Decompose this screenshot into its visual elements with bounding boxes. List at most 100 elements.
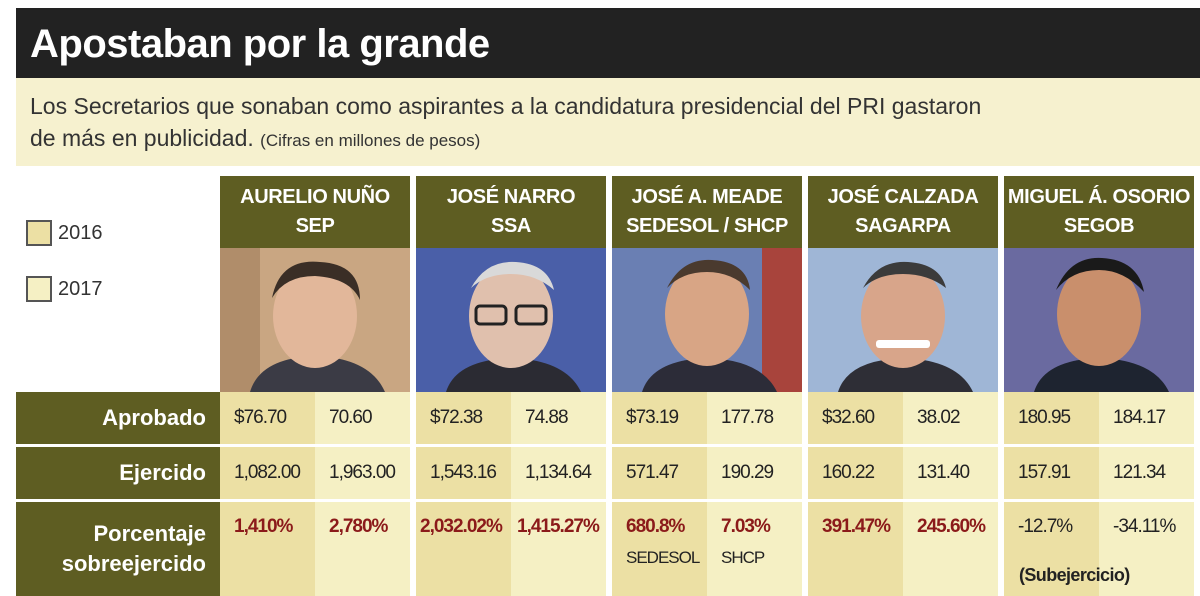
cell-value: $73.19	[612, 392, 707, 444]
legend-item-2016: 2016	[26, 216, 216, 250]
row-label: Aprobado	[16, 392, 220, 444]
legend-label-2017: 2017	[58, 277, 103, 300]
cell-value: $72.38	[416, 392, 511, 444]
cell-value: 121.34	[1099, 447, 1194, 499]
cell-value: $32.60	[808, 392, 903, 444]
person-header: MIGUEL Á. OSORIO SEGOB	[1004, 176, 1194, 248]
person-nuno: AURELIO NUÑO SEP	[220, 176, 410, 416]
person-office: SEP	[295, 215, 335, 237]
subejercicio-note: (Subejercicio)	[1019, 565, 1130, 585]
row-aprobado: Aprobado $76.70 70.60 $72.38 74.88 $73.1…	[16, 392, 1200, 444]
column-gap	[802, 392, 808, 444]
column-gap	[998, 447, 1004, 499]
cell-value: -34.11%	[1099, 502, 1194, 596]
cell-value: 680.8% SEDESOL	[612, 502, 707, 596]
person-osorio: MIGUEL Á. OSORIO SEGOB	[1004, 176, 1194, 416]
column-gap	[410, 392, 416, 444]
cell-value: 245.60%	[903, 502, 998, 596]
row-ejercido: Ejercido 1,082.00 1,963.00 1,543.16 1,13…	[16, 447, 1200, 499]
cell-value: 160.22	[808, 447, 903, 499]
cell-value: $76.70	[220, 392, 315, 444]
cell-value: 74.88	[511, 392, 606, 444]
legend-label-2016: 2016	[58, 221, 103, 244]
person-name: JOSÉ CALZADA	[827, 186, 979, 208]
cell-value: 38.02	[903, 392, 998, 444]
cell-value: 184.17	[1099, 392, 1194, 444]
ministry-sublabel: SEDESOL	[626, 548, 700, 567]
row-label: Porcentaje sobreejercido	[16, 502, 220, 596]
portrait-photo	[416, 248, 606, 392]
person-name: AURELIO NUÑO	[240, 186, 390, 208]
cell-value: 7.03% SHCP	[707, 502, 802, 596]
percent-value: 680.8%	[626, 516, 685, 537]
headline: Apostaban por la grande	[16, 8, 1200, 78]
cell-value: 157.91	[1004, 447, 1099, 499]
percent-value: 1,410%	[234, 516, 293, 537]
cell-value: 180.95	[1004, 392, 1099, 444]
cell-value: 391.47%	[808, 502, 903, 596]
officials-header: AURELIO NUÑO SEP JOSÉ NARRO SSA	[220, 176, 1200, 416]
column-gap	[410, 447, 416, 499]
portrait-photo	[220, 248, 410, 392]
column-gap	[802, 447, 808, 499]
person-meade: JOSÉ A. MEADE SEDESOL / SHCP	[612, 176, 802, 416]
intro-line-2-wrap: de más en publicidad. (Cifras en millone…	[30, 122, 1200, 157]
cell-value: 190.29	[707, 447, 802, 499]
percent-value: -34.11%	[1113, 516, 1176, 537]
intro-line-2: de más en publicidad.	[30, 125, 254, 151]
column-gap	[998, 392, 1004, 444]
cell-value: 1,415.27%	[511, 502, 606, 596]
cell-value: 1,410%	[220, 502, 315, 596]
cell-value: 177.78	[707, 392, 802, 444]
column-gap	[606, 392, 612, 444]
cell-value: 2,032.02%	[416, 502, 511, 596]
column-gap	[998, 502, 1004, 596]
portrait-photo	[1004, 248, 1194, 392]
column-gap	[802, 502, 808, 596]
figures-grid: Aprobado $76.70 70.60 $72.38 74.88 $73.1…	[16, 392, 1200, 596]
row-label-line-2: sobreejercido	[61, 551, 206, 576]
person-office: SSA	[491, 215, 531, 237]
person-header: AURELIO NUÑO SEP	[220, 176, 410, 248]
column-gap	[410, 502, 416, 596]
ministry-sublabel: SHCP	[721, 548, 765, 567]
portrait-photo	[808, 248, 998, 392]
person-office: SEGOB	[1063, 215, 1135, 237]
cell-value: 1,543.16	[416, 447, 511, 499]
percent-value: 2,780%	[329, 516, 388, 537]
percent-value: 1,415.27%	[517, 516, 600, 537]
cell-value: 571.47	[612, 447, 707, 499]
row-label-line-1: Porcentaje	[93, 521, 207, 546]
percent-value: 245.60%	[917, 516, 986, 537]
legend: 2016 2017	[26, 216, 216, 328]
row-porcentaje: Porcentaje sobreejercido 1,410% 2,780% 2…	[16, 502, 1200, 596]
legend-swatch-2016	[26, 220, 52, 246]
cell-value: 1,082.00	[220, 447, 315, 499]
person-narro: JOSÉ NARRO SSA	[416, 176, 606, 416]
cell-value: -12.7%	[1004, 502, 1099, 596]
cell-value: 1,134.64	[511, 447, 606, 499]
cell-value: 1,963.00	[315, 447, 410, 499]
person-calzada: JOSÉ CALZADA SAGARPA	[808, 176, 998, 416]
intro-line-1: Los Secretarios que sonaban como aspiran…	[30, 93, 982, 119]
person-name: JOSÉ A. MEADE	[631, 186, 783, 208]
person-office: SEDESOL / SHCP	[626, 215, 788, 237]
row-label: Ejercido	[16, 447, 220, 499]
column-gap	[606, 502, 612, 596]
legend-swatch-2017	[26, 276, 52, 302]
data-table: 2016 2017 AURELIO NUÑO SEP	[16, 166, 1200, 596]
intro-text: Los Secretarios que sonaban como aspiran…	[16, 78, 1200, 166]
cell-value: 2,780%	[315, 502, 410, 596]
person-header: JOSÉ CALZADA SAGARPA	[808, 176, 998, 248]
portrait-photo	[612, 248, 802, 392]
column-gap	[606, 447, 612, 499]
person-header: JOSÉ A. MEADE SEDESOL / SHCP	[612, 176, 802, 248]
person-office: SAGARPA	[855, 215, 951, 237]
person-name: JOSÉ NARRO	[446, 186, 576, 208]
percent-value: -12.7%	[1018, 516, 1073, 537]
percent-value: 7.03%	[721, 516, 771, 537]
cell-value: 131.40	[903, 447, 998, 499]
intro-note: (Cifras en millones de pesos)	[260, 131, 481, 150]
person-header: JOSÉ NARRO SSA	[416, 176, 606, 248]
percent-value: 2,032.02%	[420, 516, 503, 537]
